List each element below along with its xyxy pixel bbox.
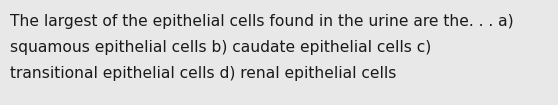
Text: The largest of the epithelial cells found in the urine are the. . . a): The largest of the epithelial cells foun… [10,14,513,29]
Text: squamous epithelial cells b) caudate epithelial cells c): squamous epithelial cells b) caudate epi… [10,40,431,55]
Text: transitional epithelial cells d) renal epithelial cells: transitional epithelial cells d) renal e… [10,66,396,81]
